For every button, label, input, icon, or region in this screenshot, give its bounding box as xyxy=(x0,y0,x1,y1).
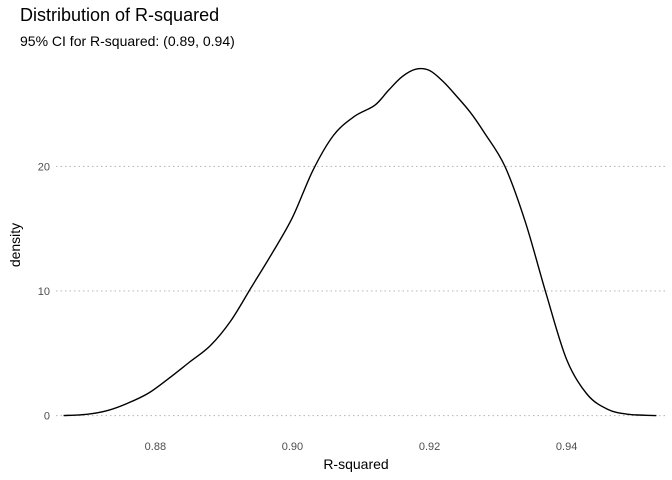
chart-title: Distribution of R-squared xyxy=(20,5,220,25)
y-tick-label: 20 xyxy=(38,161,50,173)
y-tick-label: 0 xyxy=(44,411,50,423)
chart-subtitle: 95% CI for R-squared: (0.89, 0.94) xyxy=(20,33,235,49)
x-tick-label: 0.90 xyxy=(282,441,303,453)
gridlines xyxy=(56,165,666,417)
density-curve-0 xyxy=(63,67,657,417)
x-tick-label: 0.88 xyxy=(145,441,166,453)
x-tick-label: 0.92 xyxy=(419,441,440,453)
y-axis-title: density xyxy=(7,223,23,267)
density-series xyxy=(63,67,657,417)
y-tick-label: 10 xyxy=(38,286,50,298)
x-tick-labels: 0.88 0.90 0.92 0.94 xyxy=(145,441,578,453)
x-axis-title: R-squared xyxy=(323,456,388,472)
x-tick-label: 0.94 xyxy=(556,441,577,453)
y-tick-labels: 0 10 20 xyxy=(38,161,50,422)
